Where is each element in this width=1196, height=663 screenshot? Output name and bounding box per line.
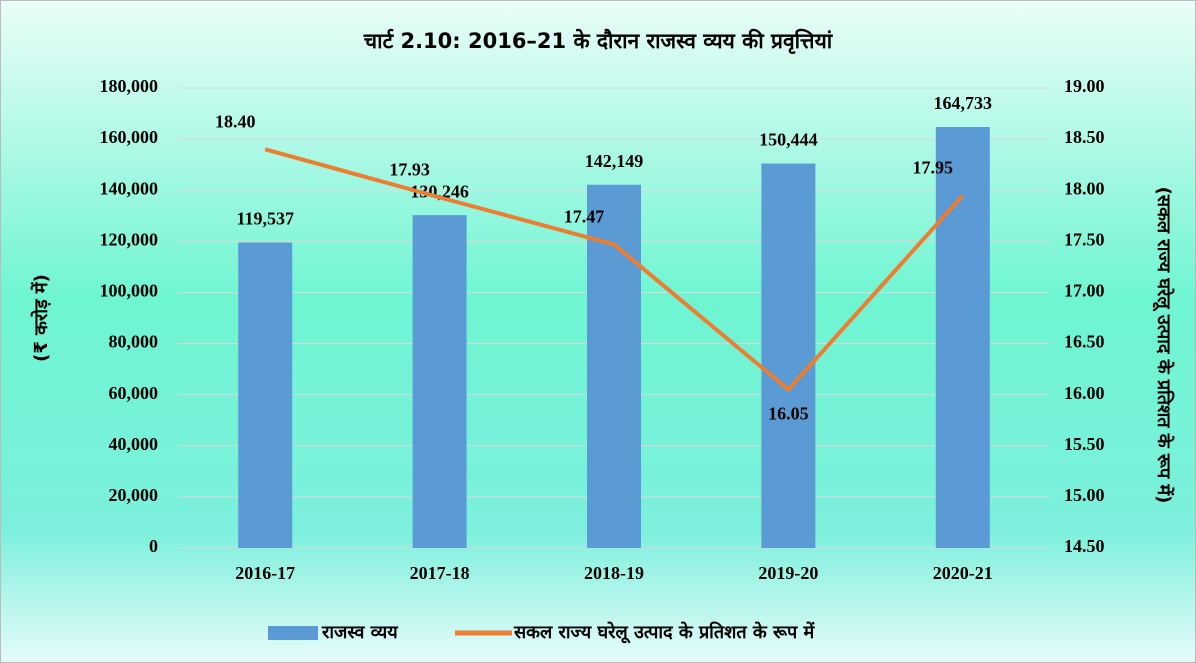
y-axis-title: (₹ करोड़ में) <box>30 274 52 362</box>
y-tick-label: 160,000 <box>100 127 159 147</box>
bar <box>761 163 816 549</box>
y2-tick-label: 17.50 <box>1064 229 1105 249</box>
bar <box>238 242 293 549</box>
y2-tick-label: 18.00 <box>1064 178 1105 198</box>
y-tick-label: 80,000 <box>109 332 159 352</box>
bar <box>935 127 990 549</box>
legend-swatch <box>268 626 318 640</box>
line <box>264 147 965 392</box>
y2-tick-label: 18.50 <box>1064 127 1105 147</box>
bar <box>412 215 467 548</box>
x-tick-label: 2020-21 <box>933 563 993 583</box>
y2-tick-label: 15.50 <box>1064 434 1105 454</box>
y2-tick-label: 19.00 <box>1064 76 1105 96</box>
y2-tick-label: 14.50 <box>1064 536 1105 556</box>
line-value-label: 17.95 <box>913 157 954 177</box>
legend-label: सकल राज्य घरेलू उत्पाद के प्रतिशत के रूप… <box>513 621 815 644</box>
y-tick-label: 60,000 <box>109 383 159 403</box>
y-tick-label: 20,000 <box>109 485 159 505</box>
bar-value-label: 130,246 <box>410 181 469 201</box>
line-value-label: 16.05 <box>768 404 809 424</box>
y2-tick-label: 17.00 <box>1064 281 1105 301</box>
x-tick-label: 2017-18 <box>410 563 470 583</box>
line-value-label: 18.40 <box>215 111 256 131</box>
bar-value-label: 119,537 <box>236 209 294 229</box>
bar-value-label: 150,444 <box>759 130 818 150</box>
y2-tick-label: 16.00 <box>1064 383 1105 403</box>
y-tick-label: 140,000 <box>100 178 159 198</box>
y-tick-label: 40,000 <box>109 434 159 454</box>
y-tick-label: 180,000 <box>100 76 159 96</box>
line-value-label: 17.47 <box>564 207 605 227</box>
x-tick-label: 2018-19 <box>584 563 644 583</box>
y2-tick-label: 16.50 <box>1064 332 1105 352</box>
y-tick-label: 0 <box>149 536 158 556</box>
y-tick-label: 120,000 <box>100 229 159 249</box>
y2-axis-title: (सकल राज्य घरेलू उत्पाद के प्रतिशत के रू… <box>1152 187 1175 504</box>
line-value-label: 17.93 <box>389 160 430 180</box>
x-tick-label: 2016-17 <box>235 563 295 583</box>
y-tick-label: 100,000 <box>100 281 159 301</box>
chart-title: चार्ट 2.10: 2016–21 के दौरान राजस्व व्यय… <box>363 28 834 55</box>
y2-tick-label: 15.00 <box>1064 485 1105 505</box>
bar-value-label: 164,733 <box>934 93 993 113</box>
legend-label: राजस्व व्यय <box>321 622 399 643</box>
x-tick-label: 2019-20 <box>758 563 818 583</box>
bar-value-label: 142,149 <box>585 151 644 171</box>
